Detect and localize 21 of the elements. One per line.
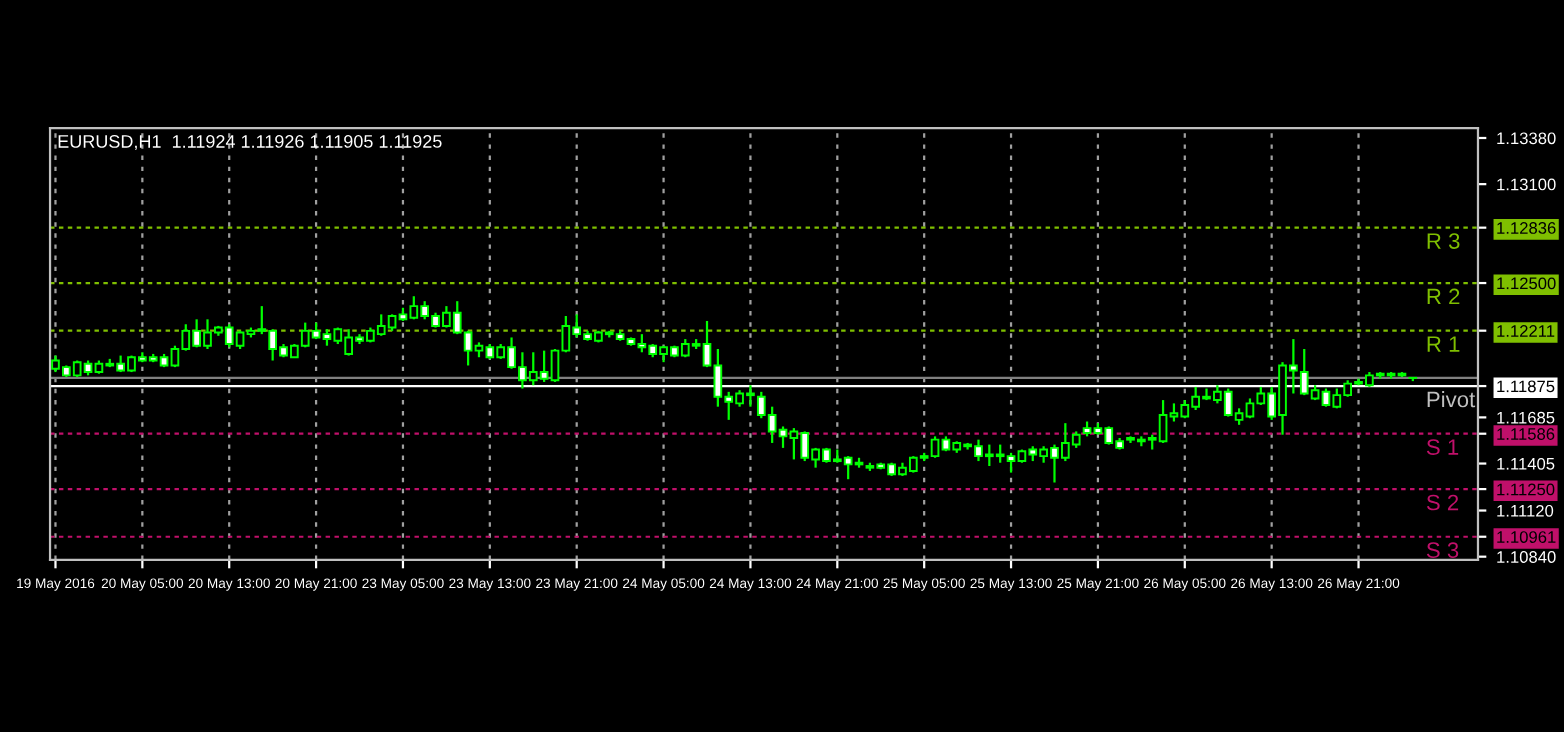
y-tick-label: 1.11120 [1497,504,1554,517]
y-tick-label: 1.11405 [1497,457,1555,470]
ref-line-label: S 1 [1426,439,1459,455]
y-tick-label: 1.10961 [1497,531,1556,543]
y-tick-label: 1.10840 [1497,551,1556,563]
y-tick-label: 1.12500 [1497,277,1556,290]
ref-line-label: R 1 [1427,336,1460,352]
ref-line-label: S 3 [1426,542,1459,559]
y-tick-label: 1.13100 [1497,178,1556,191]
y-tick-label: 1.12211 [1497,325,1555,337]
ref-line-label: R 2 [1427,288,1460,305]
chart-title: EURUSD,H1 1.11924 1.11926 1.11905 1.11925 [58,135,442,150]
ref-line-label: S 2 [1426,494,1459,511]
y-tick-label: 1.11685 [1497,411,1555,424]
ref-line-label: Pivot [1427,391,1476,408]
y-tick-label: 1.11250 [1497,483,1555,496]
y-tick-label: 1.11875 [1497,380,1555,393]
y-tick-label: 1.11586 [1497,428,1555,440]
y-tick-label: 1.13380 [1497,132,1556,145]
ref-line-label: R 3 [1427,233,1460,249]
y-tick-label: 1.12836 [1497,222,1556,234]
